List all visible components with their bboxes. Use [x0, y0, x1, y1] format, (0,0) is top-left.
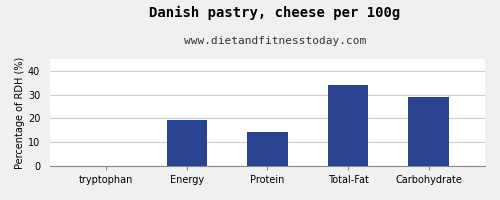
Bar [248, 132, 288, 166]
Bar [166, 120, 207, 166]
Bar [408, 97, 449, 166]
Text: Danish pastry, cheese per 100g: Danish pastry, cheese per 100g [150, 6, 400, 20]
Bar [328, 85, 368, 166]
Y-axis label: Percentage of RDH (%): Percentage of RDH (%) [15, 56, 25, 169]
Text: www.dietandfitnesstoday.com: www.dietandfitnesstoday.com [184, 36, 366, 46]
